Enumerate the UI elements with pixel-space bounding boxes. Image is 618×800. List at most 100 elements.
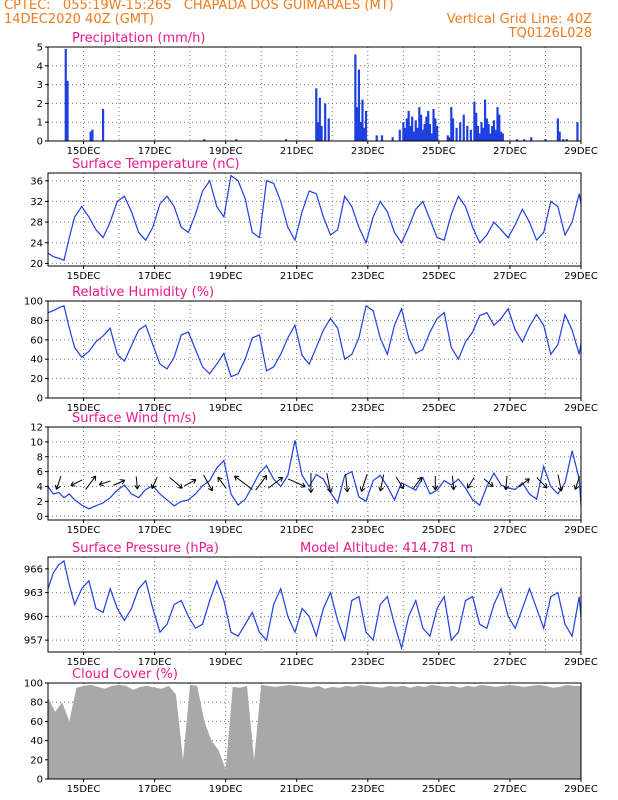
- wind-arrow: [483, 478, 494, 488]
- wind-arrow-head: [542, 483, 548, 489]
- x-tick-label: 23DEC: [351, 146, 385, 157]
- precip-bar: [475, 112, 478, 141]
- pres-series-line: [47, 559, 582, 651]
- wind-arrow-head: [207, 486, 214, 492]
- precip-bar: [473, 101, 476, 141]
- precip-bar: [498, 114, 501, 141]
- wind-arrow-shaft: [234, 475, 253, 490]
- wind-arrow: [184, 478, 197, 487]
- x-tick-label: 15DEC: [67, 784, 101, 795]
- x-tick-label: 21DEC: [280, 525, 314, 536]
- wind-arrow: [378, 474, 385, 492]
- wind-arrow-shaft: [184, 479, 197, 487]
- panel-title: Precipitation (mm/h): [72, 31, 205, 46]
- x-tick-label: 27DEC: [493, 657, 527, 668]
- header-date: 14DEC2020 40Z (GMT): [4, 12, 155, 27]
- y-tick-label: 4: [37, 482, 43, 493]
- precip-bar: [469, 129, 472, 141]
- y-tick-label: 80: [30, 698, 43, 709]
- x-tick-label: 25DEC: [422, 784, 456, 795]
- wind-arrow: [150, 476, 158, 489]
- precip-bar: [482, 127, 485, 141]
- precip-bar: [487, 124, 490, 141]
- precip-bar: [562, 139, 565, 141]
- y-tick-label: 24: [30, 238, 43, 249]
- x-tick-label: 29DEC: [564, 403, 598, 414]
- precip-bar: [359, 122, 362, 141]
- wind-arrow-head: [98, 480, 104, 487]
- x-tick-label: 29DEC: [564, 525, 598, 536]
- panel-frame: [47, 682, 582, 780]
- wind-arrow-head: [359, 486, 366, 492]
- header-grid-note: Vertical Grid Line: 40Z: [446, 12, 592, 27]
- precip-bar: [66, 80, 69, 141]
- x-tick-label: 19DEC: [209, 271, 243, 282]
- x-tick-label: 15DEC: [67, 403, 101, 414]
- precip-bar: [356, 107, 359, 141]
- precip-bar: [432, 109, 435, 141]
- precip-bar: [523, 139, 526, 141]
- precip-bar: [485, 118, 488, 141]
- panel-subtitle: Model Altitude: 414.781 m: [300, 541, 473, 556]
- x-tick-label: 27DEC: [493, 403, 527, 414]
- precip-bar: [423, 124, 426, 141]
- precip-bar: [476, 125, 480, 141]
- precip-bar: [478, 133, 481, 141]
- x-tick-label: 23DEC: [351, 784, 385, 795]
- y-tick-label: 10: [30, 437, 43, 448]
- panel-frame: [47, 426, 582, 521]
- precip-bar: [418, 107, 421, 141]
- precip-bar: [391, 137, 394, 141]
- y-tick-label: 966: [24, 564, 43, 575]
- precip-bar: [416, 127, 419, 141]
- x-tick-label: 23DEC: [351, 525, 385, 536]
- wind-arrow-head: [308, 488, 314, 493]
- panel-cloud: 0 20 40 60 80 100 15DEC 17DEC 19DEC 21DEC 23DEC 25D…: [24, 667, 598, 795]
- wind-arrow: [70, 479, 83, 487]
- precip-bar: [462, 114, 465, 141]
- precip-bar: [357, 69, 361, 141]
- wind-arrow-shaft: [379, 474, 385, 492]
- wind-arrow: [326, 473, 333, 493]
- y-tick-label: 0: [37, 775, 43, 786]
- wind-arrow-head: [327, 487, 333, 493]
- y-tick-label: 60: [30, 717, 43, 728]
- y-tick-label: 957: [24, 636, 43, 647]
- wind-arrow-head: [417, 476, 423, 482]
- wind-arrow-head: [70, 481, 76, 487]
- precip-bar: [203, 139, 206, 141]
- precip-bar: [398, 129, 401, 141]
- panel-title: Cloud Cover (%): [72, 667, 178, 682]
- wind-arrow-head: [54, 484, 61, 490]
- y-tick-label: 100: [24, 679, 43, 690]
- precip-bar: [284, 139, 288, 141]
- y-tick-label: 20: [30, 755, 43, 766]
- x-tick-label: 17DEC: [138, 657, 172, 668]
- x-tick-label: 29DEC: [564, 784, 598, 795]
- wind-arrow-head: [573, 484, 580, 490]
- x-tick-label: 19DEC: [209, 784, 243, 795]
- cloud-cover-area: [48, 684, 581, 779]
- y-tick-label: 960: [24, 612, 43, 623]
- y-tick-label: 5: [37, 43, 43, 54]
- precip-bar: [421, 129, 424, 141]
- precip-bar: [407, 110, 410, 141]
- y-tick-label: 12: [30, 423, 43, 434]
- wind-arrow-head: [378, 486, 384, 492]
- wind-arrow-shaft: [360, 474, 368, 492]
- wind-arrow-shaft: [557, 474, 562, 492]
- precip-bar: [327, 118, 330, 141]
- x-tick-label: 21DEC: [280, 403, 314, 414]
- wind-arrow: [113, 479, 126, 486]
- wind-arrow: [85, 475, 97, 490]
- panel-title: Relative Humidity (%): [72, 285, 214, 300]
- wind-arrow-shaft: [70, 479, 83, 487]
- x-tick-label: 23DEC: [351, 271, 385, 282]
- x-tick-label: 15DEC: [67, 146, 101, 157]
- x-tick-label: 15DEC: [67, 271, 101, 282]
- header-station: CPTEC: 055:19W-15:26S CHAPADA DOS GUIMAR…: [4, 0, 394, 13]
- precip-bar: [435, 125, 439, 141]
- wind-arrow-shaft: [412, 476, 423, 489]
- precip-bar: [315, 88, 318, 141]
